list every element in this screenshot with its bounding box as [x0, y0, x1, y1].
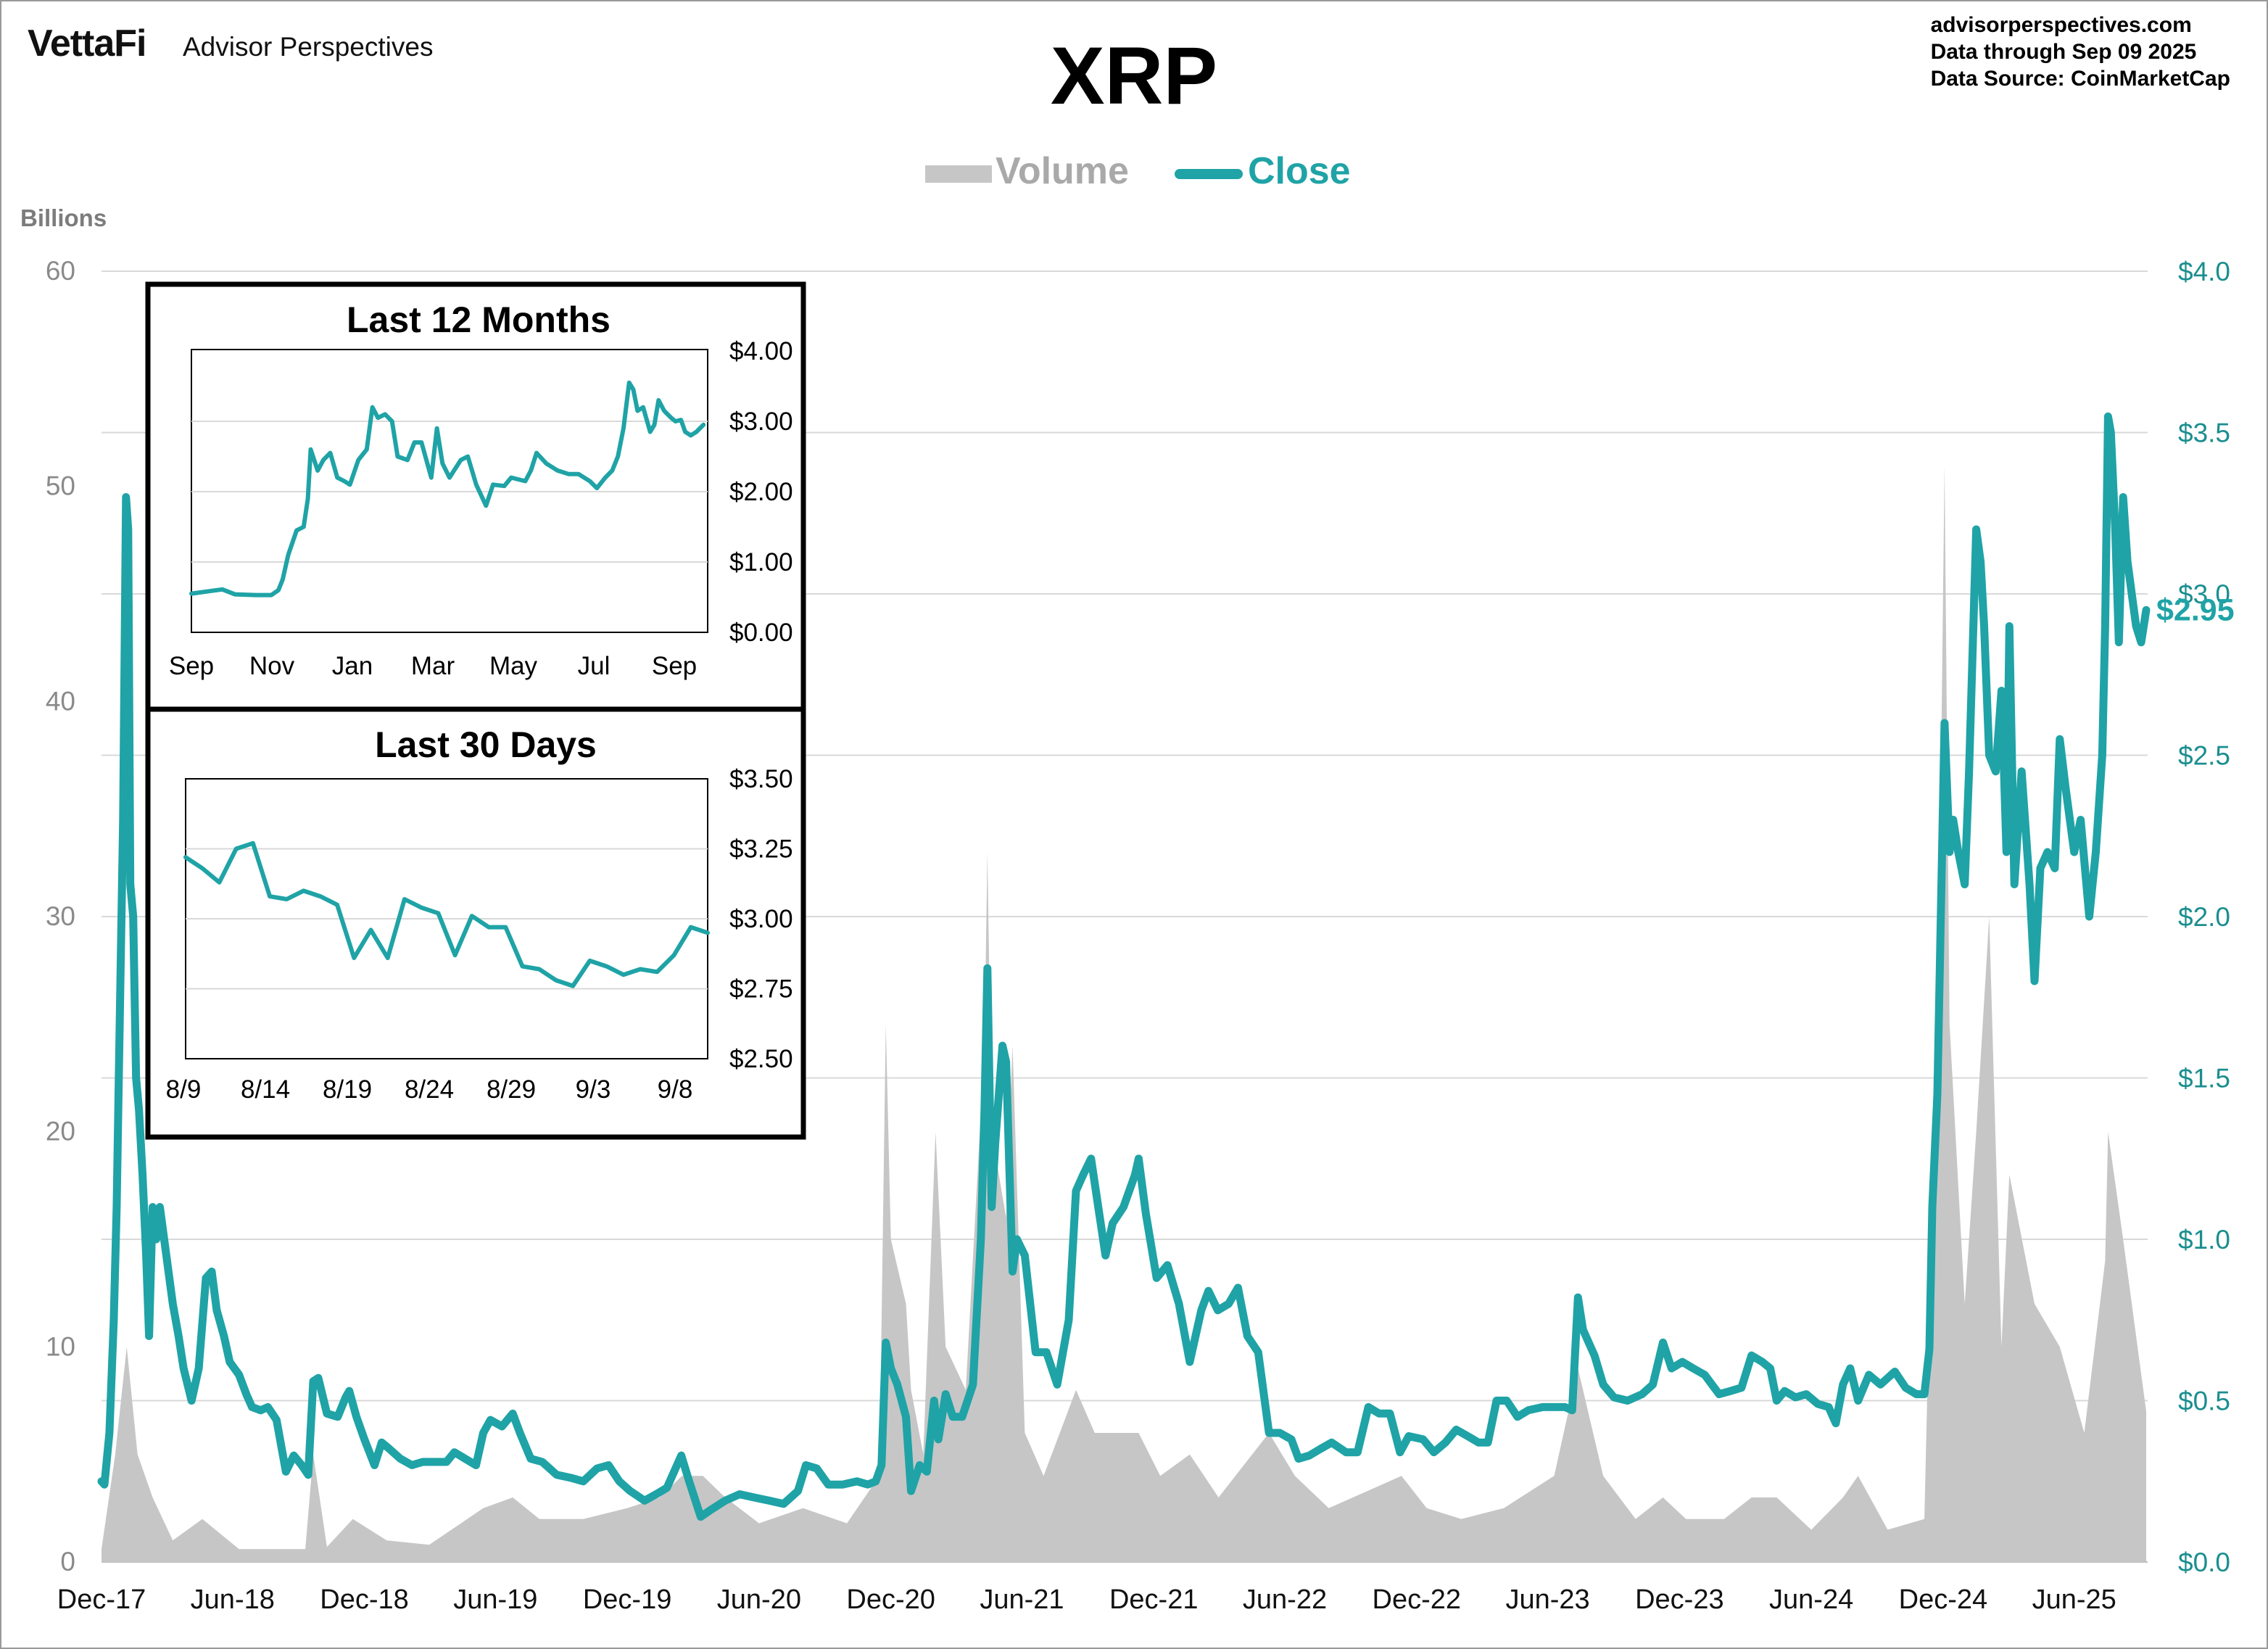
- x-tick-label: Jun-19: [453, 1584, 537, 1615]
- volume-tick-label: 50: [46, 471, 75, 501]
- x-tick-label: Jun-24: [1769, 1584, 1853, 1615]
- inset-y-tick-label: $4.00: [729, 337, 793, 365]
- x-tick-label: Jun-18: [191, 1584, 275, 1615]
- price-tick-label: $3.0: [2178, 579, 2230, 609]
- price-tick-label: $2.5: [2178, 741, 2230, 771]
- price-tick-label: $0.0: [2178, 1547, 2230, 1577]
- inset-x-tick-label: 9/3: [576, 1075, 611, 1104]
- inset-x-tick-label: 9/8: [658, 1075, 693, 1104]
- inset-x-tick-label: 8/19: [323, 1075, 372, 1104]
- x-tick-label: Dec-24: [1899, 1584, 1988, 1615]
- site-url: advisorperspectives.com: [1930, 13, 2192, 37]
- x-tick-label: Jun-21: [980, 1584, 1064, 1615]
- inset-x-tick-label: Jul: [578, 652, 611, 680]
- x-tick-label: Dec-19: [583, 1584, 672, 1615]
- x-tick-label: Dec-21: [1109, 1584, 1199, 1615]
- volume-area: [102, 465, 2146, 1562]
- inset-y-tick-label: $2.75: [729, 975, 793, 1004]
- x-tick-label: Jun-23: [1505, 1584, 1589, 1615]
- inset-title: Last 30 Days: [375, 724, 597, 765]
- last-price-label: $2.95: [2156, 592, 2235, 627]
- volume-axis: 0 10 20 30 40 50 60: [46, 256, 75, 1576]
- volume-axis-unit: Billions: [20, 204, 107, 231]
- inset-y-tick-label: $3.00: [729, 905, 793, 933]
- legend-volume-label: Volume: [996, 150, 1129, 192]
- inset-y-tick-label: $3.00: [729, 408, 793, 436]
- volume-tick-label: 30: [46, 901, 75, 931]
- inset-close-line: [189, 380, 706, 598]
- x-axis-labels: Dec-17 Jun-18 Dec-18 Jun-19 Dec-19 Jun-20 Dec-…: [57, 1584, 2116, 1615]
- volume-tick-label: 40: [46, 686, 75, 716]
- price-tick-label: $0.5: [2178, 1386, 2230, 1416]
- inset-panel: Last 12 Months $0.00 $1.00 $2.00 $3.00 $4.00 S…: [145, 281, 806, 1140]
- inset-close-line: [183, 840, 710, 988]
- inset-x-tick-label: 8/29: [487, 1075, 536, 1104]
- inset-y-tick-label: $0.00: [729, 619, 793, 647]
- inset-x-tick-label: May: [489, 652, 538, 680]
- source-info: advisorperspectives.com Data through Sep…: [1931, 12, 2230, 92]
- price-tick-label: $1.0: [2178, 1225, 2230, 1255]
- inset-y-tick-label: $3.50: [729, 765, 793, 793]
- volume-tick-label: 60: [46, 256, 75, 286]
- legend-close-label: Close: [1248, 150, 1351, 192]
- vettafi-logo: VettaFi: [28, 22, 146, 65]
- inset-x-tick-label: Nov: [249, 652, 295, 680]
- inset-x-tick-label: Mar: [411, 652, 455, 680]
- x-tick-label: Dec-17: [57, 1584, 146, 1615]
- x-tick-label: Jun-20: [717, 1584, 801, 1615]
- inset-y-tick-label: $1.00: [729, 548, 793, 576]
- x-tick-label: Dec-20: [846, 1584, 935, 1615]
- x-tick-label: Jun-25: [2032, 1584, 2116, 1615]
- inset-x-tick-label: Sep: [652, 652, 697, 680]
- inset-x-tick-label: Jan: [332, 652, 373, 680]
- legend-volume-swatch: [925, 165, 992, 183]
- x-tick-label: Jun-22: [1243, 1584, 1327, 1615]
- volume-tick-label: 0: [60, 1547, 75, 1576]
- inset-y-tick-label: $3.25: [729, 835, 793, 864]
- inset-x-tick-label: 8/14: [241, 1075, 290, 1104]
- data-source: Data Source: CoinMarketCap: [1930, 67, 2230, 91]
- inset-x-tick-label: 8/24: [405, 1075, 454, 1104]
- inset-30-days: Last 30 Days $2.50 $2.75 $3.00 $3.25 $3.50 8/9…: [166, 724, 793, 1104]
- inset-y-tick-label: $2.50: [729, 1045, 793, 1073]
- inset-x-tick-label: Sep: [169, 652, 214, 680]
- legend-close-swatch: [1175, 169, 1243, 179]
- x-tick-label: Dec-22: [1373, 1584, 1462, 1615]
- volume-tick-label: 10: [46, 1331, 75, 1361]
- price-axis: $0.0 $0.5 $1.0 $1.5 $2.0 $2.5 $3.0 $3.5 $4.0: [2178, 257, 2230, 1577]
- price-tick-label: $3.5: [2178, 418, 2230, 448]
- price-tick-label: $4.0: [2178, 257, 2230, 286]
- x-tick-label: Dec-23: [1635, 1584, 1724, 1615]
- inset-x-tick-label: 8/9: [166, 1075, 202, 1104]
- price-tick-label: $1.5: [2178, 1064, 2230, 1094]
- close-line: [97, 412, 2151, 1521]
- brand-name: Advisor Perspectives: [183, 32, 434, 62]
- data-through: Data through Sep 09 2025: [1930, 40, 2197, 64]
- volume-tick-label: 20: [46, 1117, 75, 1146]
- inset-12-months: Last 12 Months $0.00 $1.00 $2.00 $3.00 $4.00 S…: [169, 299, 793, 680]
- price-tick-label: $2.0: [2178, 902, 2230, 932]
- inset-y-tick-label: $2.00: [729, 478, 793, 506]
- chart-title: XRP: [1050, 30, 1218, 121]
- x-tick-label: Dec-18: [320, 1584, 409, 1615]
- inset-title: Last 12 Months: [347, 299, 611, 340]
